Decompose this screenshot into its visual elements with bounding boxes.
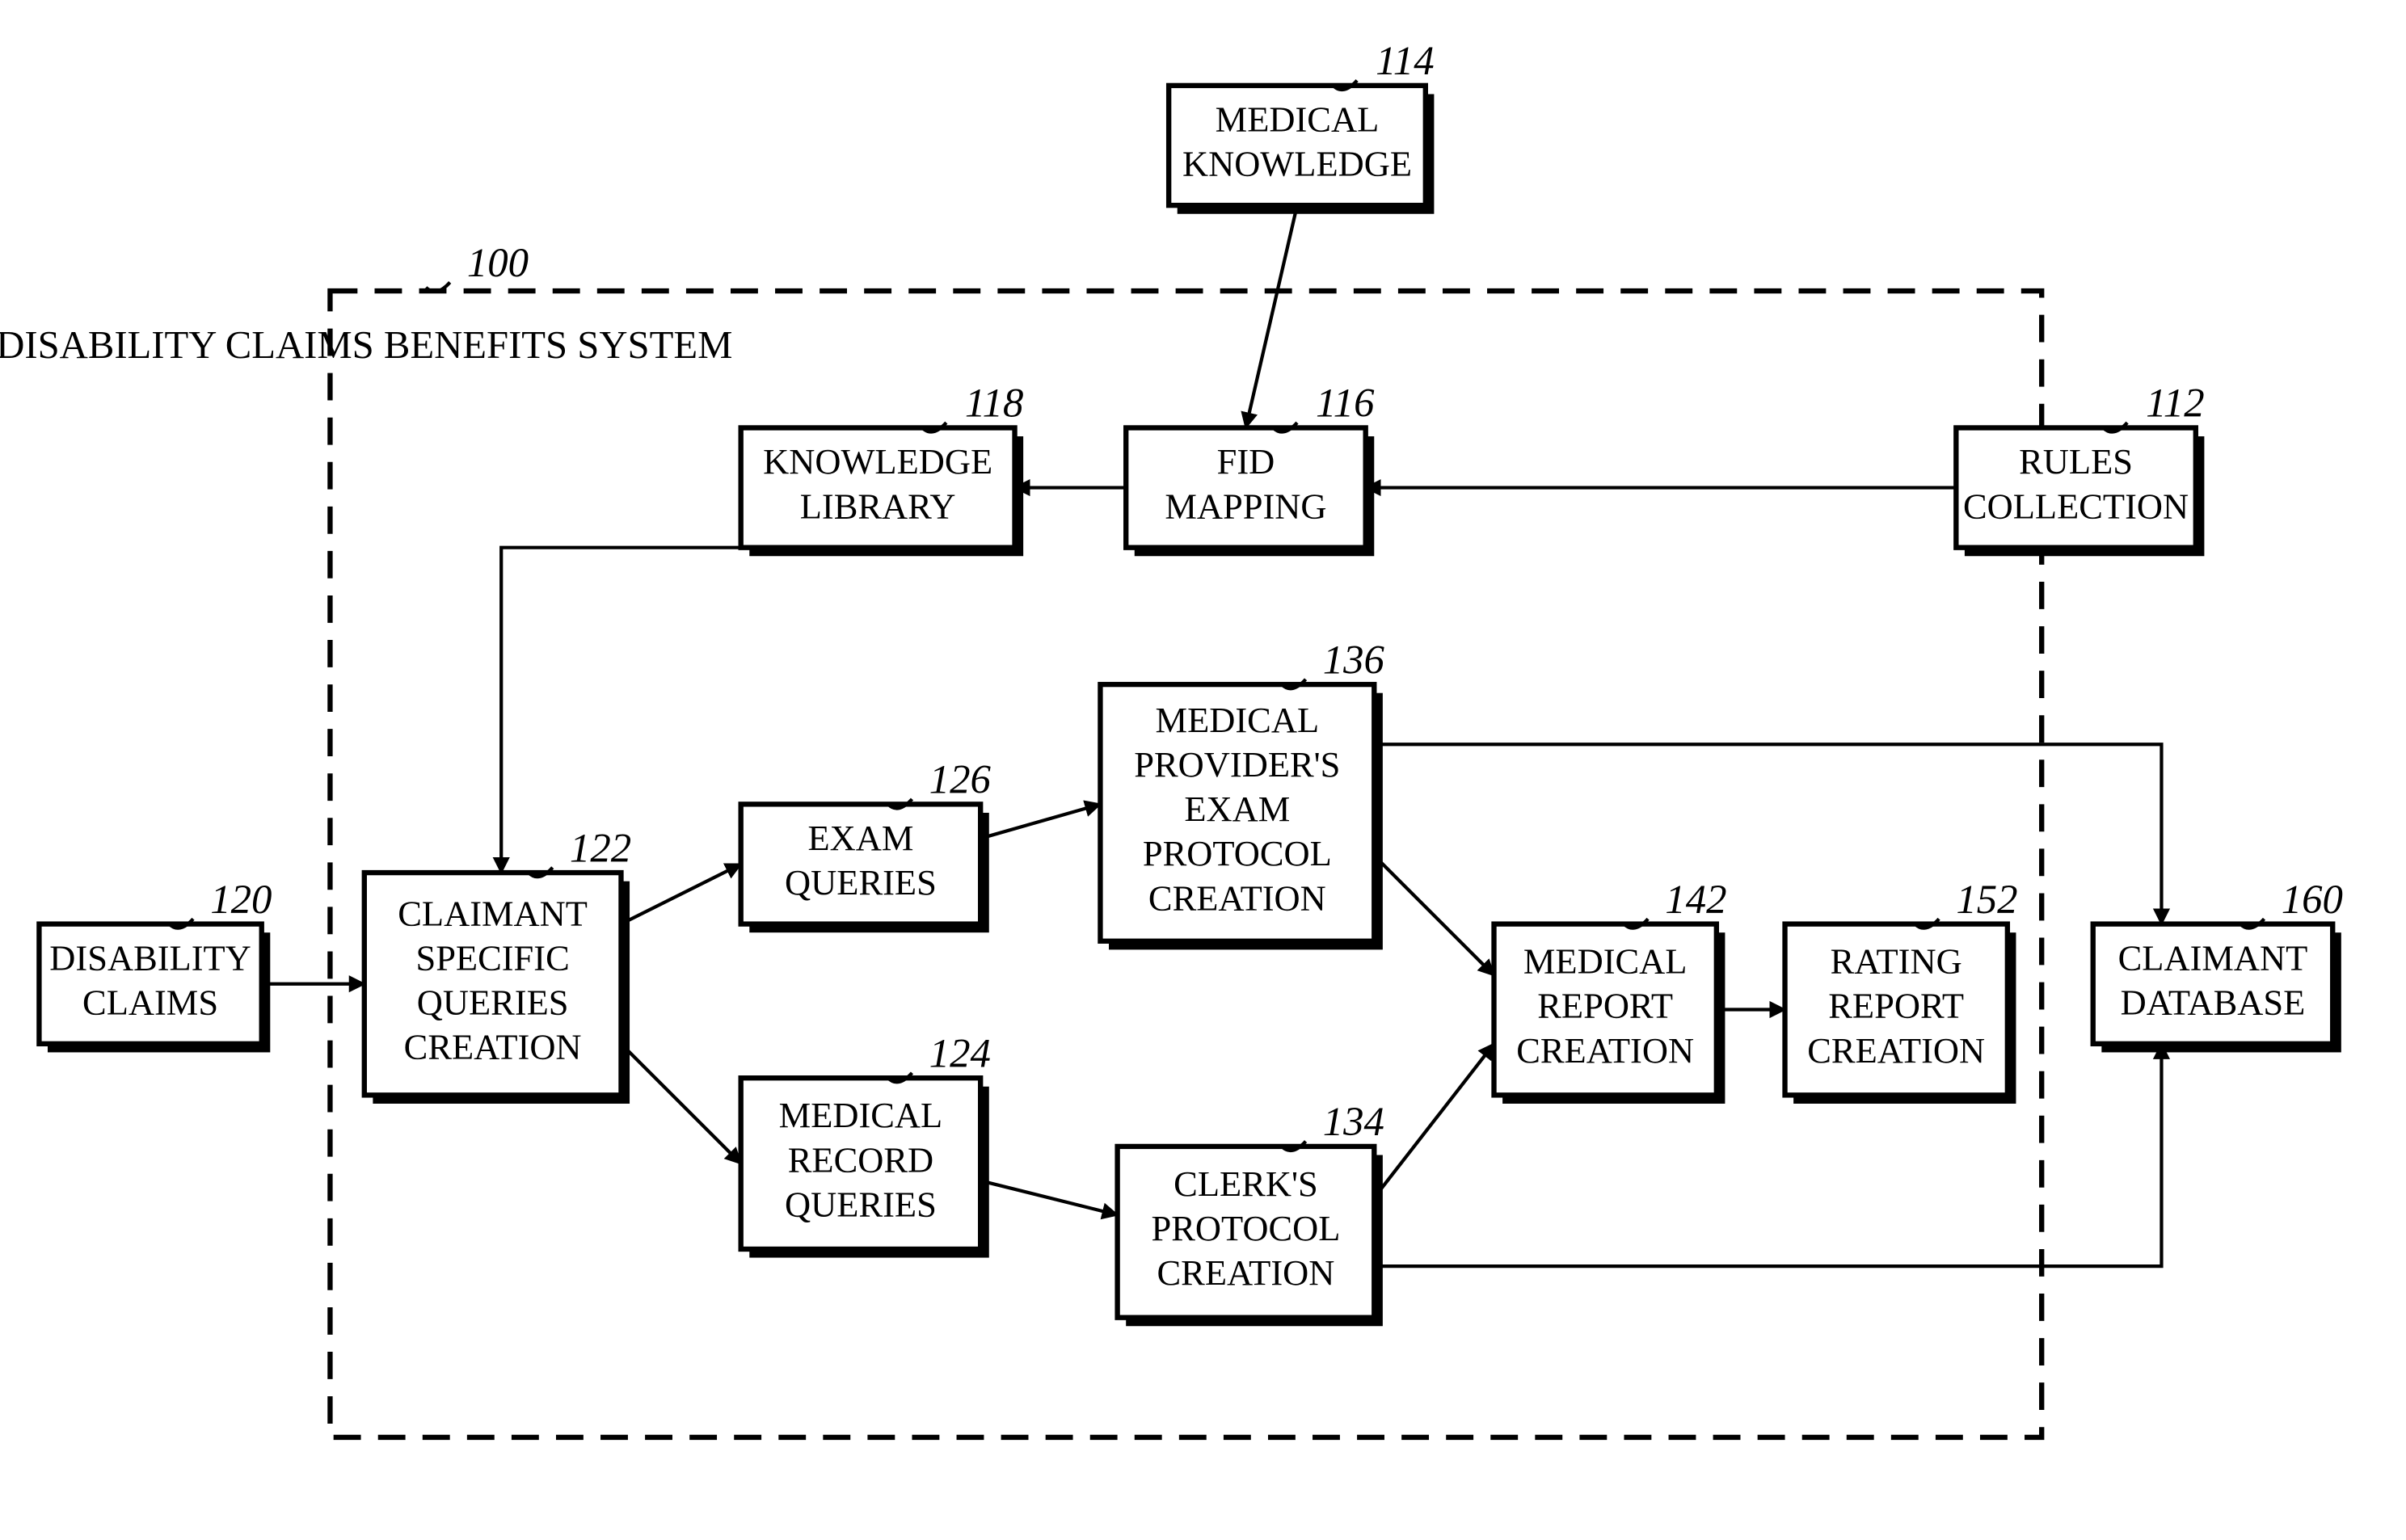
- box-text: REPORT: [1828, 986, 1964, 1026]
- box-text: RECORD: [788, 1139, 933, 1180]
- ref-label: 120: [210, 877, 272, 922]
- box-n114: MEDICALKNOWLEDGE 114: [1169, 38, 1434, 214]
- arrow: [621, 1044, 740, 1163]
- box-text: LIBRARY: [800, 486, 956, 526]
- box-text: QUERIES: [417, 982, 569, 1022]
- box-n118: KNOWLEDGELIBRARY 118: [741, 381, 1024, 557]
- box-n160: CLAIMANTDATABASE 160: [2093, 877, 2343, 1053]
- ref-label: 160: [2282, 877, 2343, 922]
- box-text: RULES: [2019, 441, 2133, 482]
- box-text: CREATION: [1157, 1252, 1335, 1293]
- box-n120: DISABILITYCLAIMS 120: [39, 877, 272, 1053]
- box-n122: CLAIMANTSPECIFICQUERIES CREATION 122: [364, 825, 631, 1104]
- ref-label: 112: [2146, 381, 2204, 426]
- ref-label: 118: [965, 381, 1023, 426]
- box-text: KNOWLEDGE: [763, 441, 992, 482]
- box-n152: RATINGREPORTCREATION 152: [1785, 877, 2018, 1104]
- box-text: MEDICAL: [1523, 941, 1688, 982]
- box-text: MEDICAL: [779, 1095, 943, 1135]
- box-text: FID: [1217, 441, 1275, 482]
- box-n124: MEDICALRECORDQUERIES 124: [741, 1030, 991, 1257]
- ref-label: 134: [1323, 1099, 1384, 1144]
- box-n134: CLERK'SPROTOCOLCREATION 134: [1118, 1099, 1384, 1326]
- system-title: DISABILITY CLAIMS BENEFITS SYSTEM: [0, 323, 732, 367]
- diagram-canvas: 100 DISABILITY CLAIMS BENEFITS SYSTEM MEDI…: [0, 0, 2406, 1540]
- box-n126: EXAMQUERIES 126: [741, 757, 992, 933]
- box-text: CLAIMANT: [398, 893, 588, 933]
- arrow: [1245, 205, 1297, 427]
- ref-label: 124: [929, 1030, 991, 1075]
- box-text: MEDICAL: [1156, 700, 1320, 740]
- box-text: CLAIMANT: [2118, 937, 2308, 978]
- box-text: REPORT: [1537, 986, 1673, 1026]
- box-text: MAPPING: [1165, 486, 1326, 526]
- box-text: COLLECTION: [1963, 486, 2189, 526]
- box-text: PROTOCOL: [1151, 1208, 1340, 1248]
- box-text: DISABILITY: [49, 937, 251, 978]
- box-n136: MEDICALPROVIDER'SEXAMPROTOCOLCREATION 136: [1100, 637, 1384, 949]
- box-text: EXAM: [807, 818, 913, 858]
- ref-label: 122: [570, 825, 631, 870]
- box-text: CREATION: [1516, 1030, 1694, 1071]
- box-text: CLERK'S: [1174, 1163, 1318, 1204]
- ref-label: 114: [1376, 38, 1434, 83]
- box-text: CREATION: [404, 1027, 582, 1067]
- ref-label: 116: [1316, 381, 1375, 426]
- arrow: [621, 864, 740, 924]
- box-n112: RULESCOLLECTION 112: [1956, 381, 2204, 557]
- box-text: EXAM: [1184, 789, 1290, 829]
- ref-label: 126: [929, 757, 992, 802]
- box-text: MEDICAL: [1216, 99, 1380, 140]
- ref-label: 136: [1323, 637, 1385, 682]
- arrow: [1374, 856, 1494, 975]
- box-text: KNOWLEDGE: [1182, 144, 1412, 184]
- box-text: CLAIMS: [82, 982, 218, 1022]
- box-text: QUERIES: [785, 862, 937, 903]
- box-text: SPECIFIC: [415, 937, 569, 978]
- arrow: [1374, 1044, 1494, 1198]
- box-text: QUERIES: [785, 1184, 937, 1224]
- box-text: PROTOCOL: [1143, 833, 1332, 873]
- ref-label: 142: [1665, 877, 1726, 922]
- box-n142: MEDICALREPORTCREATION 142: [1494, 877, 1727, 1104]
- ref-label: 100: [467, 240, 529, 285]
- box-text: CREATION: [1807, 1030, 1985, 1071]
- arrow: [980, 1180, 1117, 1214]
- ref-label: 152: [1956, 877, 2017, 922]
- box-text: PROVIDER'S: [1134, 744, 1340, 785]
- arrow: [980, 804, 1100, 838]
- box-text: CREATION: [1148, 877, 1326, 918]
- box-text: DATABASE: [2121, 982, 2306, 1022]
- box-text: RATING: [1831, 941, 1962, 982]
